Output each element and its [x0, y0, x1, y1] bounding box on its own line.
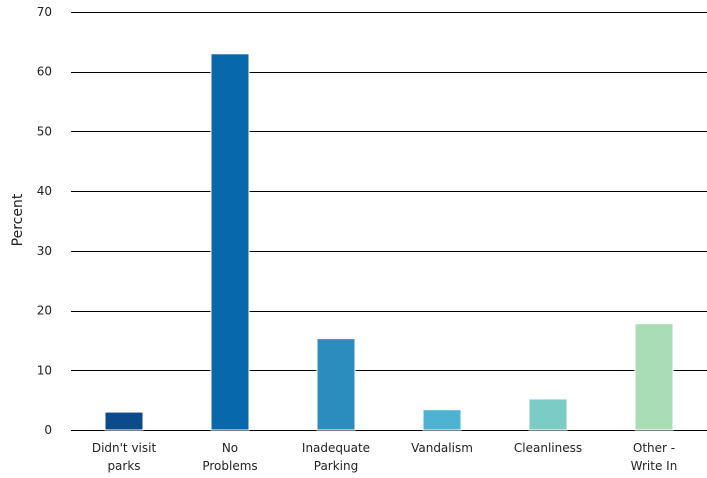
y-axis-title: Percent	[10, 193, 26, 246]
x-tick-label-line: Cleanliness	[514, 441, 582, 455]
x-tick-label: Vandalism	[411, 441, 473, 455]
x-tick-label-line: Problems	[202, 459, 257, 473]
x-tick-label-line: No	[222, 441, 238, 455]
x-axis-labels: Didn't visit parks No Problems Inadequate Par…	[92, 441, 677, 473]
x-tick-label-line: Parking	[314, 459, 359, 473]
y-tick-label: 0	[44, 423, 52, 437]
x-tick-label: Inadequate Parking	[302, 441, 370, 473]
x-tick-label-line: Write In	[631, 459, 678, 473]
y-tick-label: 20	[37, 304, 52, 318]
bar	[634, 323, 674, 431]
y-tick-label: 50	[37, 124, 52, 138]
x-tick-label: Didn't visit parks	[92, 441, 157, 473]
y-tick-label: 40	[37, 184, 52, 198]
x-tick-label-line: Didn't visit	[92, 441, 157, 455]
y-tick-label: 70	[37, 5, 52, 19]
x-tick-label: Other - Write In	[631, 441, 678, 473]
bar	[104, 411, 144, 431]
x-tick-label-line: Other -	[633, 441, 675, 455]
x-tick-label-line: Inadequate	[302, 441, 370, 455]
bar	[528, 398, 568, 431]
bar	[422, 409, 462, 431]
x-tick-label: Cleanliness	[514, 441, 582, 455]
x-tick-label-line: parks	[107, 459, 140, 473]
y-axis-ticks: 0 10 20 30 40 50 60 70	[37, 5, 52, 437]
gridlines	[71, 12, 707, 431]
bar	[210, 53, 250, 431]
y-tick-label: 30	[37, 244, 52, 258]
y-tick-label: 60	[37, 65, 52, 79]
bar	[316, 338, 356, 431]
x-tick-label-line: Vandalism	[411, 441, 473, 455]
bars	[104, 53, 674, 431]
x-tick-label: No Problems	[202, 441, 257, 473]
y-tick-label: 10	[37, 363, 52, 377]
